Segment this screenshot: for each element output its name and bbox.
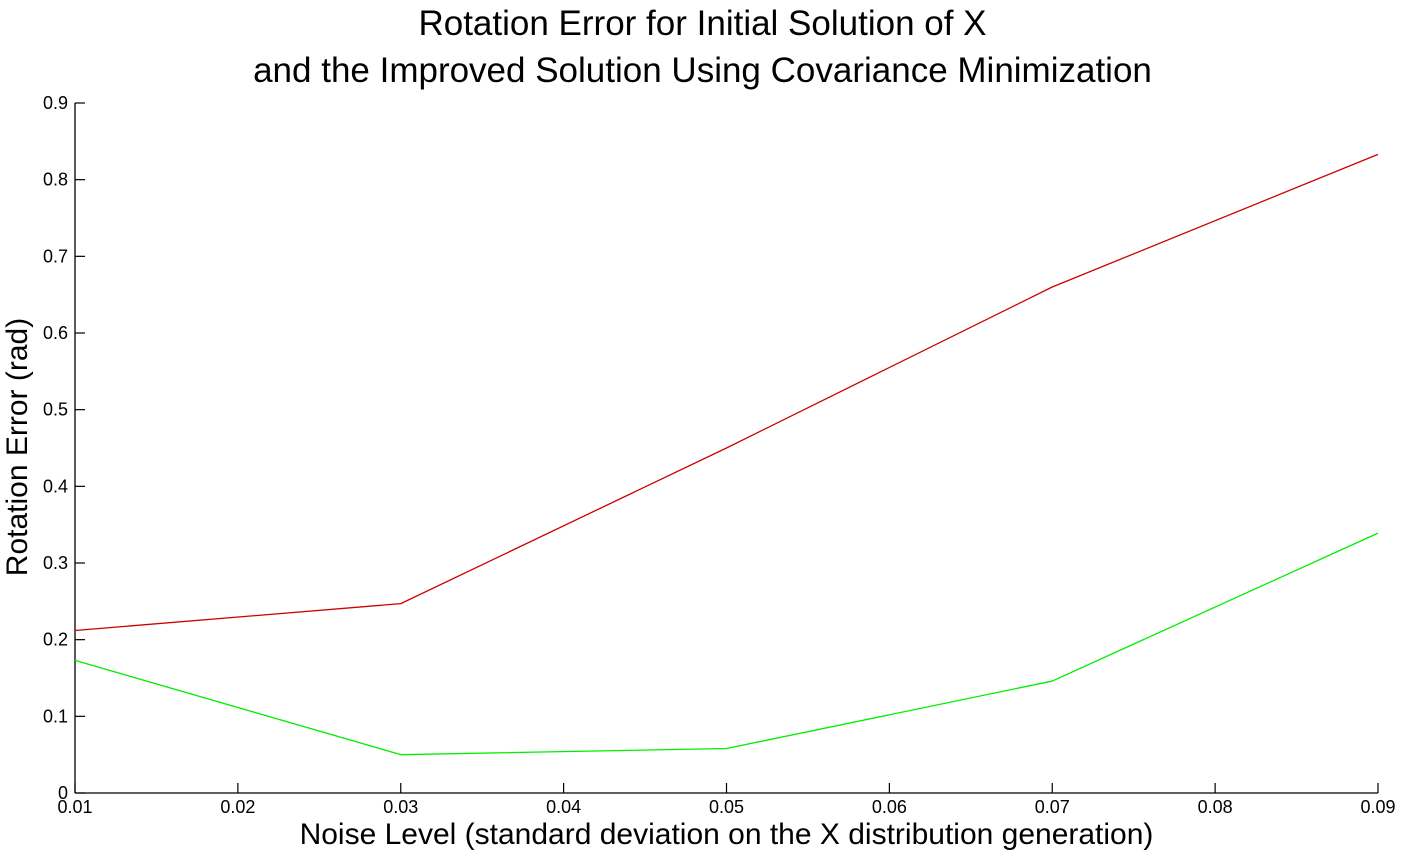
series-line-2 [74,532,1379,756]
chart-title-line-2: and the Improved Solution Using Covarian… [253,51,1152,90]
chart-title-line-1: Rotation Error for Initial Solution of X [418,4,987,43]
y-tick-label: 0.7 [43,246,68,266]
y-axis-label: Rotation Error (rad) [1,317,34,577]
y-tick-label: 0.9 [43,93,68,113]
x-tick-label: 0.07 [1035,797,1070,817]
x-tick-label: 0.08 [1198,797,1233,817]
x-tick-label: 0.06 [872,797,907,817]
x-tick-label: 0.03 [383,797,418,817]
x-tick-label: 0.05 [709,797,744,817]
y-tick-label: 0 [58,783,68,803]
y-tick-label: 0.5 [43,400,68,420]
y-tick-label: 0.2 [43,630,68,650]
x-tick-label: 0.02 [220,797,255,817]
x-tick-label: 0.01 [57,797,92,817]
series-line-1 [74,153,1379,632]
y-tick-label: 0.4 [43,476,68,496]
y-tick-label: 0.6 [43,323,68,343]
x-tick-label: 0.04 [546,797,581,817]
y-tick-label: 0.3 [43,553,68,573]
y-tick-label: 0.1 [43,706,68,726]
x-axis-label: Noise Level (standard deviation on the X… [299,818,1154,851]
y-tick-label: 0.8 [43,170,68,190]
x-tick-label: 0.09 [1360,797,1395,817]
